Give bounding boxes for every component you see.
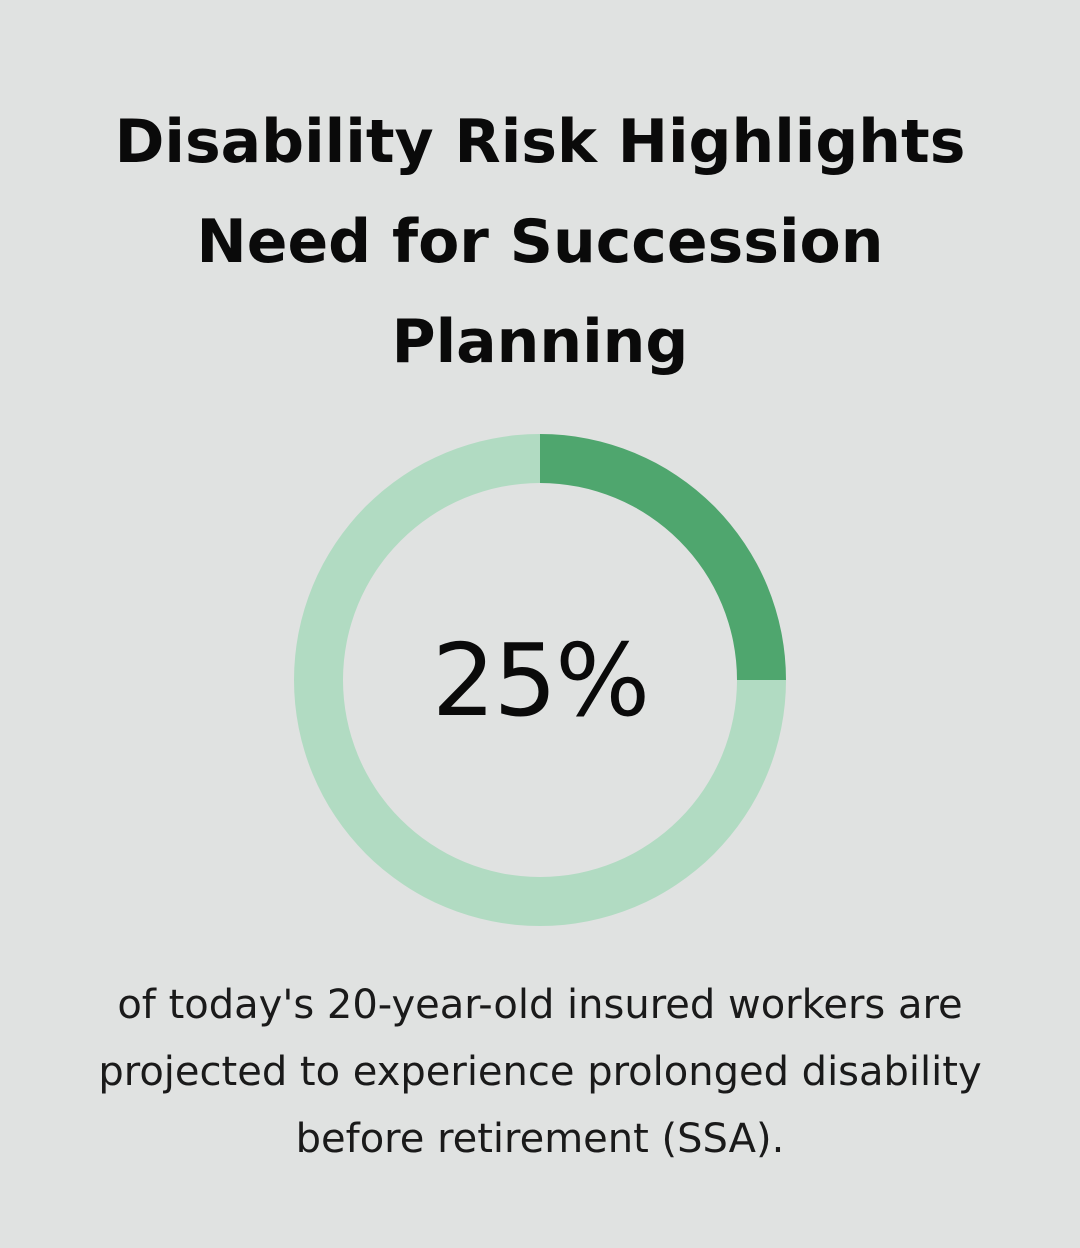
donut-chart-svg [294, 434, 786, 926]
chart-title: Disability Risk Highlights Need for Succ… [114, 107, 966, 377]
donut-slice-highlight [540, 434, 786, 680]
chart-caption: of today's 20-year-old insured workers a… [98, 982, 982, 1162]
donut-chart [290, 430, 790, 930]
